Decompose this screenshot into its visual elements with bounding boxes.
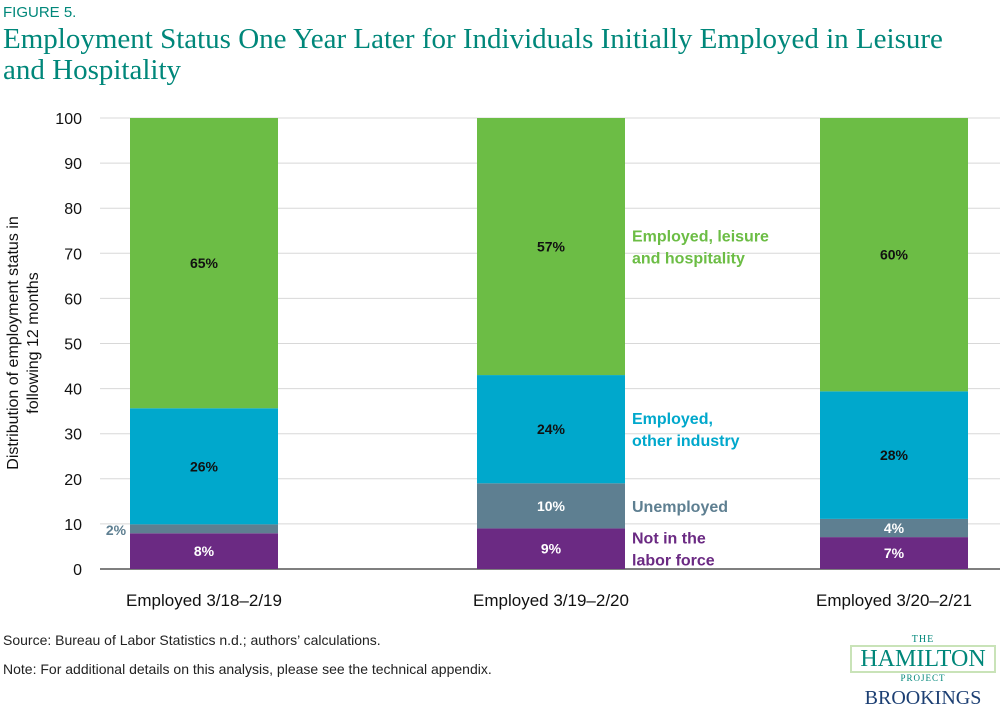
y-tick-label: 90 [64, 156, 82, 173]
bar-segment [820, 537, 968, 569]
x-tick-label: Employed 3/19–2/20 [473, 591, 629, 610]
y-tick-label: 40 [64, 382, 82, 399]
data-label: 10% [537, 498, 566, 514]
y-axis-label-line: following 12 months [25, 272, 42, 413]
bar-segment [130, 533, 278, 569]
bar-segment [820, 118, 968, 392]
figure-label: FIGURE 5. [3, 4, 77, 21]
data-label: 7% [884, 545, 905, 561]
data-label: 9% [541, 541, 562, 557]
legend-label: and hospitality [632, 251, 745, 268]
bar-segment [477, 483, 625, 529]
data-label: 60% [880, 247, 909, 263]
legend-label: Not in the [632, 531, 706, 548]
data-label: 57% [537, 239, 566, 255]
legend-label: Employed, leisure [632, 229, 769, 246]
data-label: 65% [190, 255, 219, 271]
legend-label: labor force [632, 553, 715, 570]
data-label: 28% [880, 447, 909, 463]
y-axis-label-line: Distribution of employment status in [5, 216, 22, 469]
data-label: 26% [190, 458, 219, 474]
logo-project: PROJECT [900, 673, 946, 683]
source-note: Source: Bureau of Labor Statistics n.d.;… [3, 632, 381, 648]
footnote: Note: For additional details on this ana… [3, 661, 492, 677]
bar-segment [477, 118, 625, 376]
y-axis-label: Distribution of employment status in foll… [5, 216, 42, 469]
data-label: 2% [106, 522, 127, 538]
data-label: 8% [194, 543, 215, 559]
bar-segment [477, 528, 625, 569]
data-label: 4% [884, 520, 905, 536]
y-tick-label: 100 [55, 111, 82, 128]
x-tick-label: Employed 3/18–2/19 [126, 591, 282, 610]
logo-hamilton: HAMILTON [850, 645, 996, 673]
y-tick-label: 50 [64, 337, 82, 354]
y-tick-label: 80 [64, 201, 82, 218]
bar-segment [820, 391, 968, 519]
bar-segment [477, 375, 625, 484]
y-tick-label: 20 [64, 472, 82, 489]
data-label: 24% [537, 421, 566, 437]
bar-segment [130, 408, 278, 525]
bar-segment [820, 518, 968, 538]
y-tick-label: 60 [64, 291, 82, 308]
hamilton-brookings-logo: THE HAMILTON PROJECT BROOKINGS [848, 635, 998, 710]
logo-the: THE [911, 634, 935, 645]
chart-title: Employment Status One Year Later for Ind… [3, 23, 943, 86]
legend-label: other industry [632, 433, 740, 450]
y-tick-label: 70 [64, 246, 82, 263]
y-tick-label: 30 [64, 427, 82, 444]
y-tick-label: 0 [73, 562, 82, 579]
bar-segment [130, 118, 278, 409]
bar-segment [130, 524, 278, 534]
legend-label: Employed, [632, 411, 713, 428]
y-tick-label: 10 [64, 517, 82, 534]
x-tick-label: Employed 3/20–2/21 [816, 591, 972, 610]
logo-brookings: BROOKINGS [864, 687, 982, 709]
legend-label: Unemployed [632, 499, 728, 516]
